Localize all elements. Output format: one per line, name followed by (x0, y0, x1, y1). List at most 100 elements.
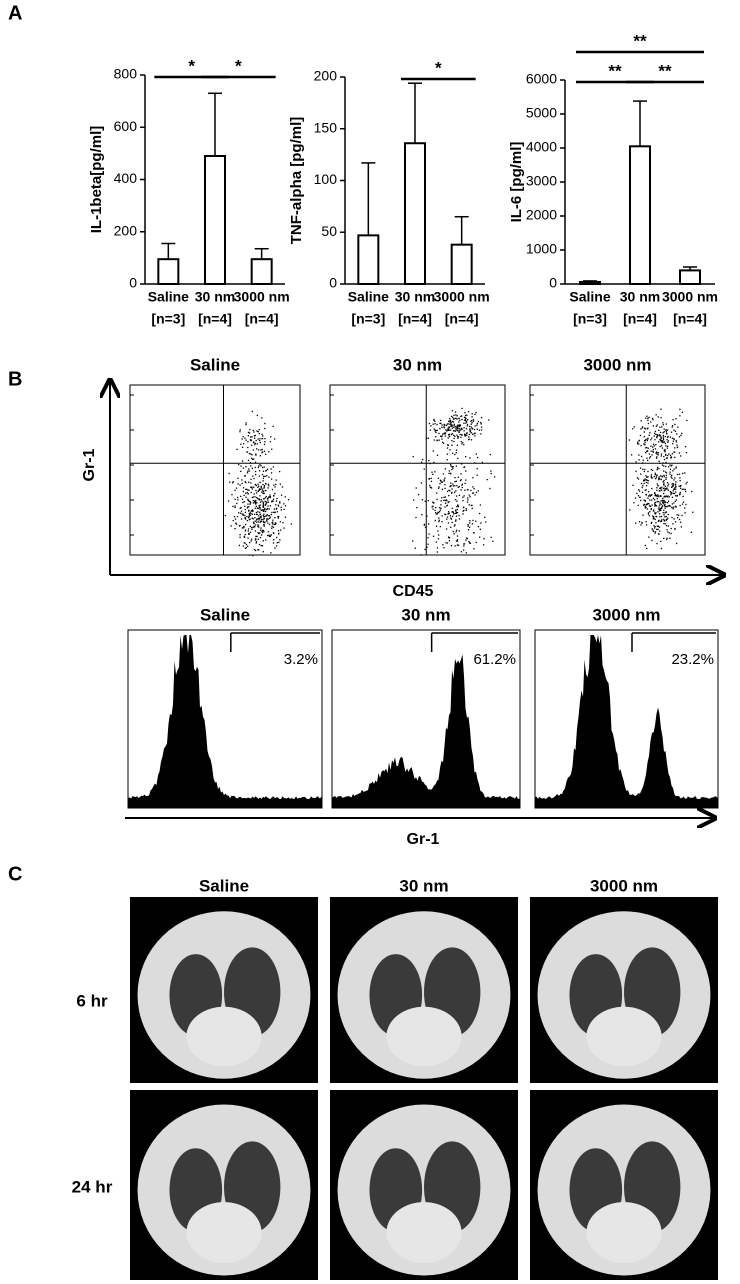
flow-dot (638, 521, 641, 523)
flow-dot (275, 545, 278, 547)
histogram-box (534, 629, 719, 809)
flow-dot (258, 488, 261, 490)
significance-label: ** (608, 61, 622, 80)
ct-body (137, 1104, 311, 1276)
flow-dot (665, 476, 667, 479)
flow-dot (667, 483, 670, 485)
flow-dot (672, 484, 675, 486)
flow-dot (657, 528, 659, 530)
flow-dot (449, 423, 452, 425)
flow-dot (256, 448, 258, 450)
flow-dot (676, 433, 678, 435)
flow-dot (645, 475, 647, 477)
flow-dot (671, 426, 673, 428)
bar (357, 234, 380, 285)
flow-dot (250, 439, 253, 441)
flow-dot (675, 491, 677, 493)
flow-dot (454, 480, 456, 483)
flow-dot (271, 511, 273, 514)
flow-dot (674, 527, 676, 530)
flow-dot (253, 442, 255, 444)
flow-dot (655, 436, 658, 439)
flow-dot (664, 485, 667, 488)
flow-dot (420, 554, 422, 556)
bar (679, 269, 701, 285)
flow-dot (670, 465, 672, 467)
flow-dot (258, 506, 261, 508)
flow-dot (480, 429, 483, 431)
flow-dot (443, 432, 445, 435)
flow-dot (475, 411, 477, 414)
flow-dot (660, 503, 662, 505)
flow-dot (461, 483, 464, 485)
flow-dot (680, 487, 682, 489)
flow-title: Saline (190, 355, 240, 374)
flow-dot (258, 519, 260, 521)
flow-dot (456, 529, 458, 531)
flow-dot (632, 484, 634, 487)
flow-dot (454, 485, 456, 487)
flow-dot (640, 499, 642, 502)
flow-dot (661, 505, 664, 507)
flow-dot (259, 529, 262, 531)
flow-dot (490, 472, 492, 475)
flow-dot (659, 502, 661, 504)
flow-dot (264, 515, 266, 517)
flow-dot (467, 499, 469, 501)
flow-dot (642, 504, 645, 506)
flow-dot (260, 485, 262, 488)
flow-dot (678, 485, 680, 487)
flow-dot (257, 507, 259, 510)
flow-dot (272, 519, 274, 521)
flow-dot (268, 517, 271, 519)
flow-dot (456, 415, 458, 417)
flow-dot (248, 468, 250, 470)
flow-dot (446, 490, 449, 493)
flow-dot (428, 422, 431, 425)
flow-dot (255, 473, 257, 476)
flow-dot (660, 441, 662, 443)
flow-dot (245, 481, 247, 484)
flow-dot (671, 486, 673, 488)
flow-dot (262, 492, 264, 495)
flow-dot (249, 502, 252, 504)
flow-dot (469, 520, 471, 522)
flow-dot (654, 531, 657, 533)
flow-dot (473, 432, 476, 435)
flow-dot (658, 476, 660, 478)
flow-dot (680, 526, 683, 528)
flow-dot (470, 420, 472, 422)
flow-dot (489, 487, 491, 490)
flow-dot (641, 486, 643, 489)
flow-dot (266, 468, 269, 470)
flow-dot (667, 505, 670, 507)
flow-dot (260, 449, 262, 451)
flow-dot (663, 458, 666, 461)
flow-dot (670, 532, 672, 535)
flow-dot (654, 518, 656, 521)
flow-dot (439, 507, 441, 509)
flow-dot (430, 477, 432, 480)
flow-dot (254, 442, 256, 444)
flow-dot (242, 527, 244, 529)
flow-dot (473, 548, 475, 550)
flow-dot (258, 489, 260, 491)
flow-dot (450, 482, 452, 484)
flow-dot (252, 518, 254, 520)
flow-dot (248, 519, 251, 521)
flow-dot (663, 522, 665, 525)
flow-dot (242, 436, 244, 438)
ct-body (337, 911, 511, 1079)
flow-dot (489, 453, 491, 456)
flow-dot (661, 476, 663, 478)
flow-dot (667, 513, 669, 516)
flow-dot (682, 472, 684, 475)
flow-dot (224, 514, 227, 517)
flow-dot (445, 499, 448, 501)
flow-dot (644, 505, 646, 508)
flow-dot (267, 483, 269, 486)
flow-dot (247, 528, 250, 530)
flow-dot (685, 503, 687, 506)
flow-dot (277, 533, 280, 535)
flow-dot (463, 430, 465, 432)
